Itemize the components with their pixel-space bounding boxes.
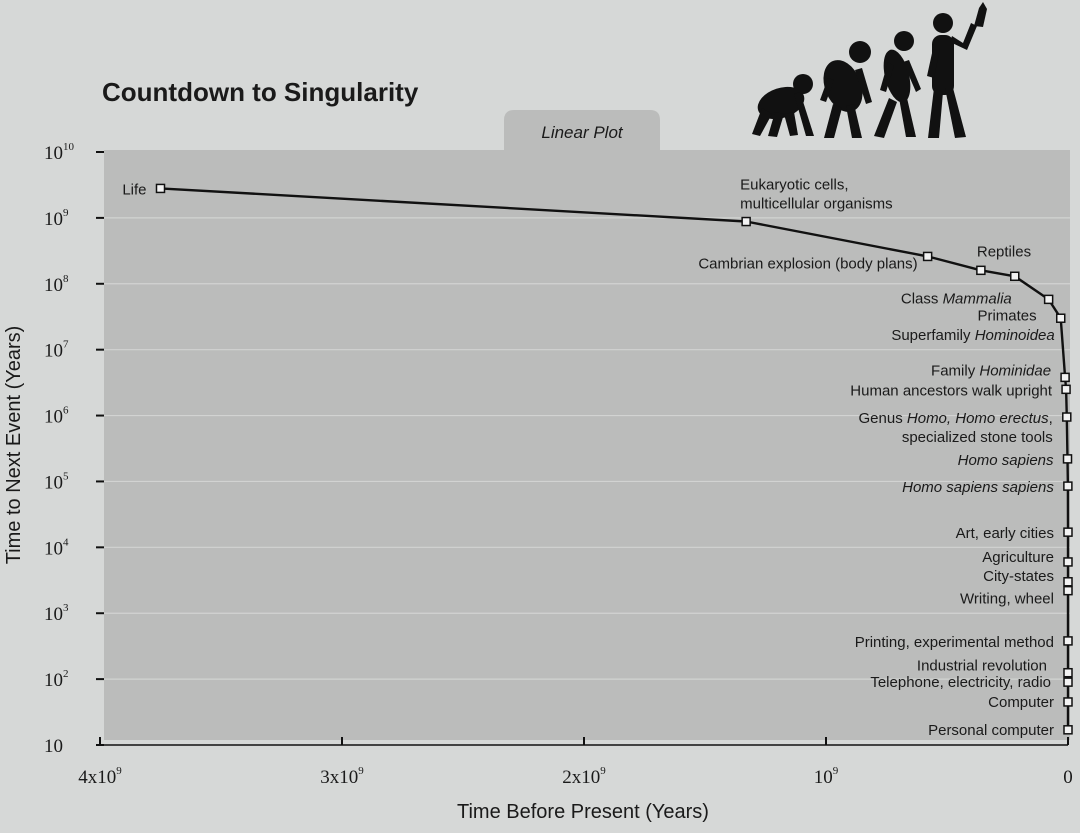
y-axis-label: Time to Next Event (Years) <box>3 326 25 565</box>
event-label-10: Homo sapiens <box>958 452 1054 469</box>
event-label-9: Genus Homo, Homo erectus, specialized sto… <box>859 410 1053 446</box>
evolution-silhouette-illustration <box>752 2 987 138</box>
data-point-15 <box>1063 585 1073 596</box>
data-point-5 <box>1043 294 1054 305</box>
event-label-6: Superfamily Hominoidea <box>891 327 1054 344</box>
plot-area <box>104 150 1070 740</box>
event-label-8: Human ancestors walk upright <box>850 382 1053 399</box>
data-point-3 <box>976 265 986 276</box>
data-point-7 <box>1060 372 1070 383</box>
event-label-16: Printing, experimental method <box>855 634 1054 651</box>
event-label-7: Family Hominidae <box>931 362 1051 379</box>
event-label-4: Class Mammalia <box>901 290 1012 307</box>
y-tick-label-0: 10 <box>44 736 63 757</box>
event-label-18: Telephone, electricity, radio <box>870 674 1051 691</box>
gridlines <box>104 217 1070 680</box>
event-labels: Life Eukaryotic cells, multicellular organ… <box>122 177 1054 739</box>
y-tick-label-1: 102 <box>44 668 69 691</box>
x-tick-label-0: 4x109 <box>78 765 122 788</box>
x-tick-label-4: 0 <box>1063 767 1073 788</box>
x-axis-ticks: 4x109 3x109 2x109 109 0 <box>78 737 1073 788</box>
event-label-11: Homo sapiens sapiens <box>902 479 1054 496</box>
event-label-0: Life <box>122 181 146 198</box>
event-label-5: Primates <box>977 307 1036 324</box>
early-hominid-silhouette <box>820 41 872 138</box>
event-label-13: Agriculture <box>982 549 1054 566</box>
y-tick-label-9: 1010 <box>44 141 75 164</box>
event-label-15: Writing, wheel <box>960 591 1054 608</box>
upright-human-silhouette <box>927 2 987 138</box>
event-label-17: Industrial revolution <box>917 658 1047 675</box>
x-tick-label-3: 109 <box>814 765 839 788</box>
data-point-16 <box>1063 636 1073 646</box>
data-point-18 <box>1063 677 1073 687</box>
linear-plot-tab[interactable] <box>504 110 660 150</box>
event-label-12: Art, early cities <box>956 525 1054 542</box>
data-point-8 <box>1061 384 1071 395</box>
data-markers <box>155 183 1073 735</box>
data-point-14 <box>1063 577 1073 587</box>
data-point-11 <box>1063 481 1073 491</box>
y-tick-label-6: 107 <box>44 339 69 362</box>
y-tick-label-2: 103 <box>44 602 69 625</box>
event-label-19: Computer <box>988 694 1054 711</box>
x-tick-label-2: 2x109 <box>562 765 606 788</box>
x-tick-label-1: 3x109 <box>320 765 364 788</box>
event-label-1: Eukaryotic cells, multicellular organisms <box>740 177 893 213</box>
linear-plot-tab-label: Linear Plot <box>541 123 624 142</box>
data-point-19 <box>1063 697 1073 707</box>
data-point-6 <box>1055 313 1066 323</box>
event-label-14: City-states <box>983 568 1054 585</box>
torch-icon <box>974 2 987 27</box>
y-tick-label-4: 105 <box>44 470 69 493</box>
data-point-2 <box>922 251 933 262</box>
data-point-1 <box>741 216 751 227</box>
chart-title: Countdown to Singularity <box>102 77 419 107</box>
y-tick-label-5: 106 <box>44 405 69 428</box>
data-point-9 <box>1062 412 1072 422</box>
y-tick-label-8: 109 <box>44 207 69 230</box>
y-axis-ticks: 10 102 103 104 105 106 107 108 109 1010 <box>44 141 104 757</box>
data-point-10 <box>1062 454 1073 464</box>
data-point-17 <box>1063 667 1073 678</box>
x-axis-label: Time Before Present (Years) <box>457 801 709 823</box>
event-label-3: Reptiles <box>977 243 1031 260</box>
data-point-13 <box>1063 557 1073 567</box>
data-point-0 <box>155 183 166 194</box>
walking-hominid-silhouette <box>874 31 921 138</box>
data-point-12 <box>1063 527 1073 537</box>
ape-silhouette <box>752 74 814 137</box>
y-tick-label-3: 104 <box>44 536 69 559</box>
data-point-20 <box>1063 725 1073 735</box>
y-tick-label-7: 108 <box>44 273 69 296</box>
event-label-20: Personal computer <box>928 722 1054 739</box>
data-point-4 <box>1010 271 1020 282</box>
event-label-2: Cambrian explosion (body plans) <box>698 255 917 272</box>
